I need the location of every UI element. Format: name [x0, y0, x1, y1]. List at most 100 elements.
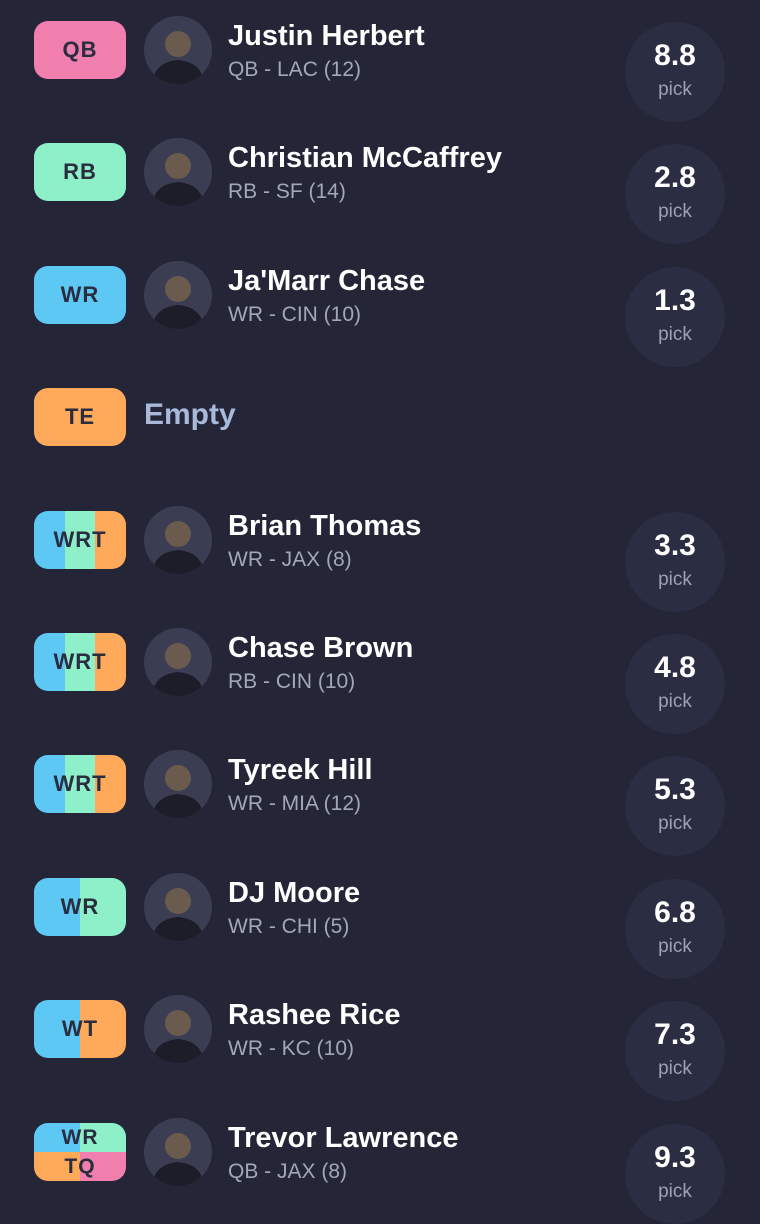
pick-circle	[625, 634, 725, 734]
avatar-silhouette	[152, 1133, 204, 1186]
player-avatar	[144, 873, 212, 941]
roster-row[interactable]: QB Justin Herbert QB - LAC (12) 8.8 pick	[0, 0, 760, 122]
slot-label: TQ	[64, 1154, 96, 1178]
player-name: Ja'Marr Chase	[228, 265, 426, 297]
avatar-silhouette	[152, 153, 204, 206]
slot-color	[34, 143, 126, 201]
slot-color	[34, 755, 65, 813]
pick-label: pick	[658, 691, 692, 712]
slot-color	[80, 878, 126, 936]
player-info: QB - LAC (12)	[228, 58, 362, 81]
pick-circle	[625, 267, 725, 367]
empty-slot: Empty	[144, 398, 236, 431]
player-name: Justin Herbert	[228, 20, 425, 52]
pick-value: 7.3	[654, 1018, 696, 1051]
slot-line: WR	[34, 878, 126, 936]
slot-color	[34, 1000, 80, 1058]
player-name: DJ Moore	[228, 877, 361, 909]
avatar-silhouette	[152, 1010, 204, 1063]
player-avatar	[144, 995, 212, 1063]
roster-row[interactable]: WT Rashee Rice WR - KC (10) 7.3 pick	[0, 968, 760, 1101]
slot-color	[80, 1152, 126, 1181]
player-name: Brian Thomas	[228, 510, 422, 542]
slot-color	[80, 1000, 126, 1058]
player-info: WR - CHI (5)	[228, 915, 350, 938]
pick-label: pick	[658, 79, 692, 100]
avatar-silhouette	[152, 765, 204, 818]
pick-value: 1.3	[654, 284, 696, 317]
slot-color	[34, 266, 126, 324]
slot-label: WR	[60, 894, 100, 919]
player-name: Christian McCaffrey	[228, 142, 502, 174]
pick-circle	[625, 1001, 725, 1101]
slot-badge: RB	[34, 143, 126, 201]
pick-label: pick	[658, 813, 692, 834]
avatar-silhouette	[152, 521, 204, 574]
slot-line: WR	[34, 1123, 126, 1152]
pick-label: pick	[658, 324, 692, 345]
slot-color	[64, 633, 96, 691]
avatar-silhouette	[152, 276, 204, 329]
roster-row[interactable]: RB Christian McCaffrey RB - SF (14) 2.8 pick	[0, 111, 760, 244]
slot-badge: WT	[34, 1000, 126, 1058]
slot-badge: WR TQ	[34, 1123, 126, 1181]
slot-badge: WRT	[34, 755, 126, 813]
pick-value: 5.3	[654, 773, 696, 806]
slot-color	[34, 21, 126, 79]
player-name: Chase Brown	[228, 632, 414, 664]
roster-row[interactable]: WRT Chase Brown RB - CIN (10) 4.8 pick	[0, 601, 760, 734]
slot-badge: WR	[34, 878, 126, 936]
slot-label: WRT	[53, 649, 107, 674]
player-info: WR - KC (10)	[228, 1037, 354, 1060]
avatar-silhouette	[152, 643, 204, 696]
player-info: RB - SF (14)	[228, 180, 346, 203]
player-info: WR - MIA (12)	[228, 792, 362, 815]
pick-label: pick	[658, 936, 692, 957]
slot-label: WT	[61, 1016, 99, 1041]
slot-line: TE	[34, 388, 126, 446]
player-info: QB - JAX (8)	[228, 1160, 348, 1183]
pick-circle	[625, 22, 725, 122]
slot-line: WR	[34, 266, 126, 324]
pick-label: pick	[658, 1181, 692, 1202]
player-name: Rashee Rice	[228, 999, 401, 1031]
slot-badge: QB	[34, 21, 126, 79]
slot-badge: WR	[34, 266, 126, 324]
player-avatar	[144, 506, 212, 574]
player-name: Tyreek Hill	[228, 754, 373, 786]
pick-circle	[625, 879, 725, 979]
roster-row[interactable]: WRT Tyreek Hill WR - MIA (12) 5.3 pick	[0, 723, 760, 856]
slot-line: WT	[34, 1000, 126, 1058]
slot-color	[95, 633, 126, 691]
roster-row[interactable]: WR TQ Trevor Lawrence QB - JAX (8) 9.3 pick	[0, 1091, 760, 1224]
slot-badge: WRT	[34, 633, 126, 691]
pick-value: 8.8	[654, 39, 696, 72]
avatar-silhouette	[152, 31, 204, 84]
pick-label: pick	[658, 1058, 692, 1079]
slot-color	[34, 511, 65, 569]
pick-label: pick	[658, 201, 692, 222]
player-avatar	[144, 16, 212, 84]
pick-circle	[625, 756, 725, 856]
pick-circle	[625, 144, 725, 244]
pick-value: 4.8	[654, 651, 696, 684]
slot-label: QB	[62, 37, 98, 62]
pick-value: 9.3	[654, 1141, 696, 1174]
slot-label: TE	[64, 404, 96, 429]
roster-row[interactable]: WR DJ Moore WR - CHI (5) 6.8 pick	[0, 846, 760, 979]
roster-row[interactable]: WR Ja'Marr Chase WR - CIN (10) 1.3 pick	[0, 234, 760, 367]
player-avatar	[144, 1118, 212, 1186]
pick-circle	[625, 512, 725, 612]
slot-label: WR	[61, 1125, 99, 1149]
pick-label: pick	[658, 569, 692, 590]
roster-row[interactable]: WRT Brian Thomas WR - JAX (8) 3.3 pick	[0, 479, 760, 612]
slot-color	[95, 755, 126, 813]
slot-line: QB	[34, 21, 126, 79]
slot-color	[80, 1123, 126, 1152]
player-avatar	[144, 138, 212, 206]
slot-label: WRT	[53, 771, 107, 796]
pick-value: 3.3	[654, 529, 696, 562]
roster-row[interactable]: TE Empty	[0, 356, 760, 478]
slot-color	[64, 755, 96, 813]
avatar-silhouette	[152, 888, 204, 941]
